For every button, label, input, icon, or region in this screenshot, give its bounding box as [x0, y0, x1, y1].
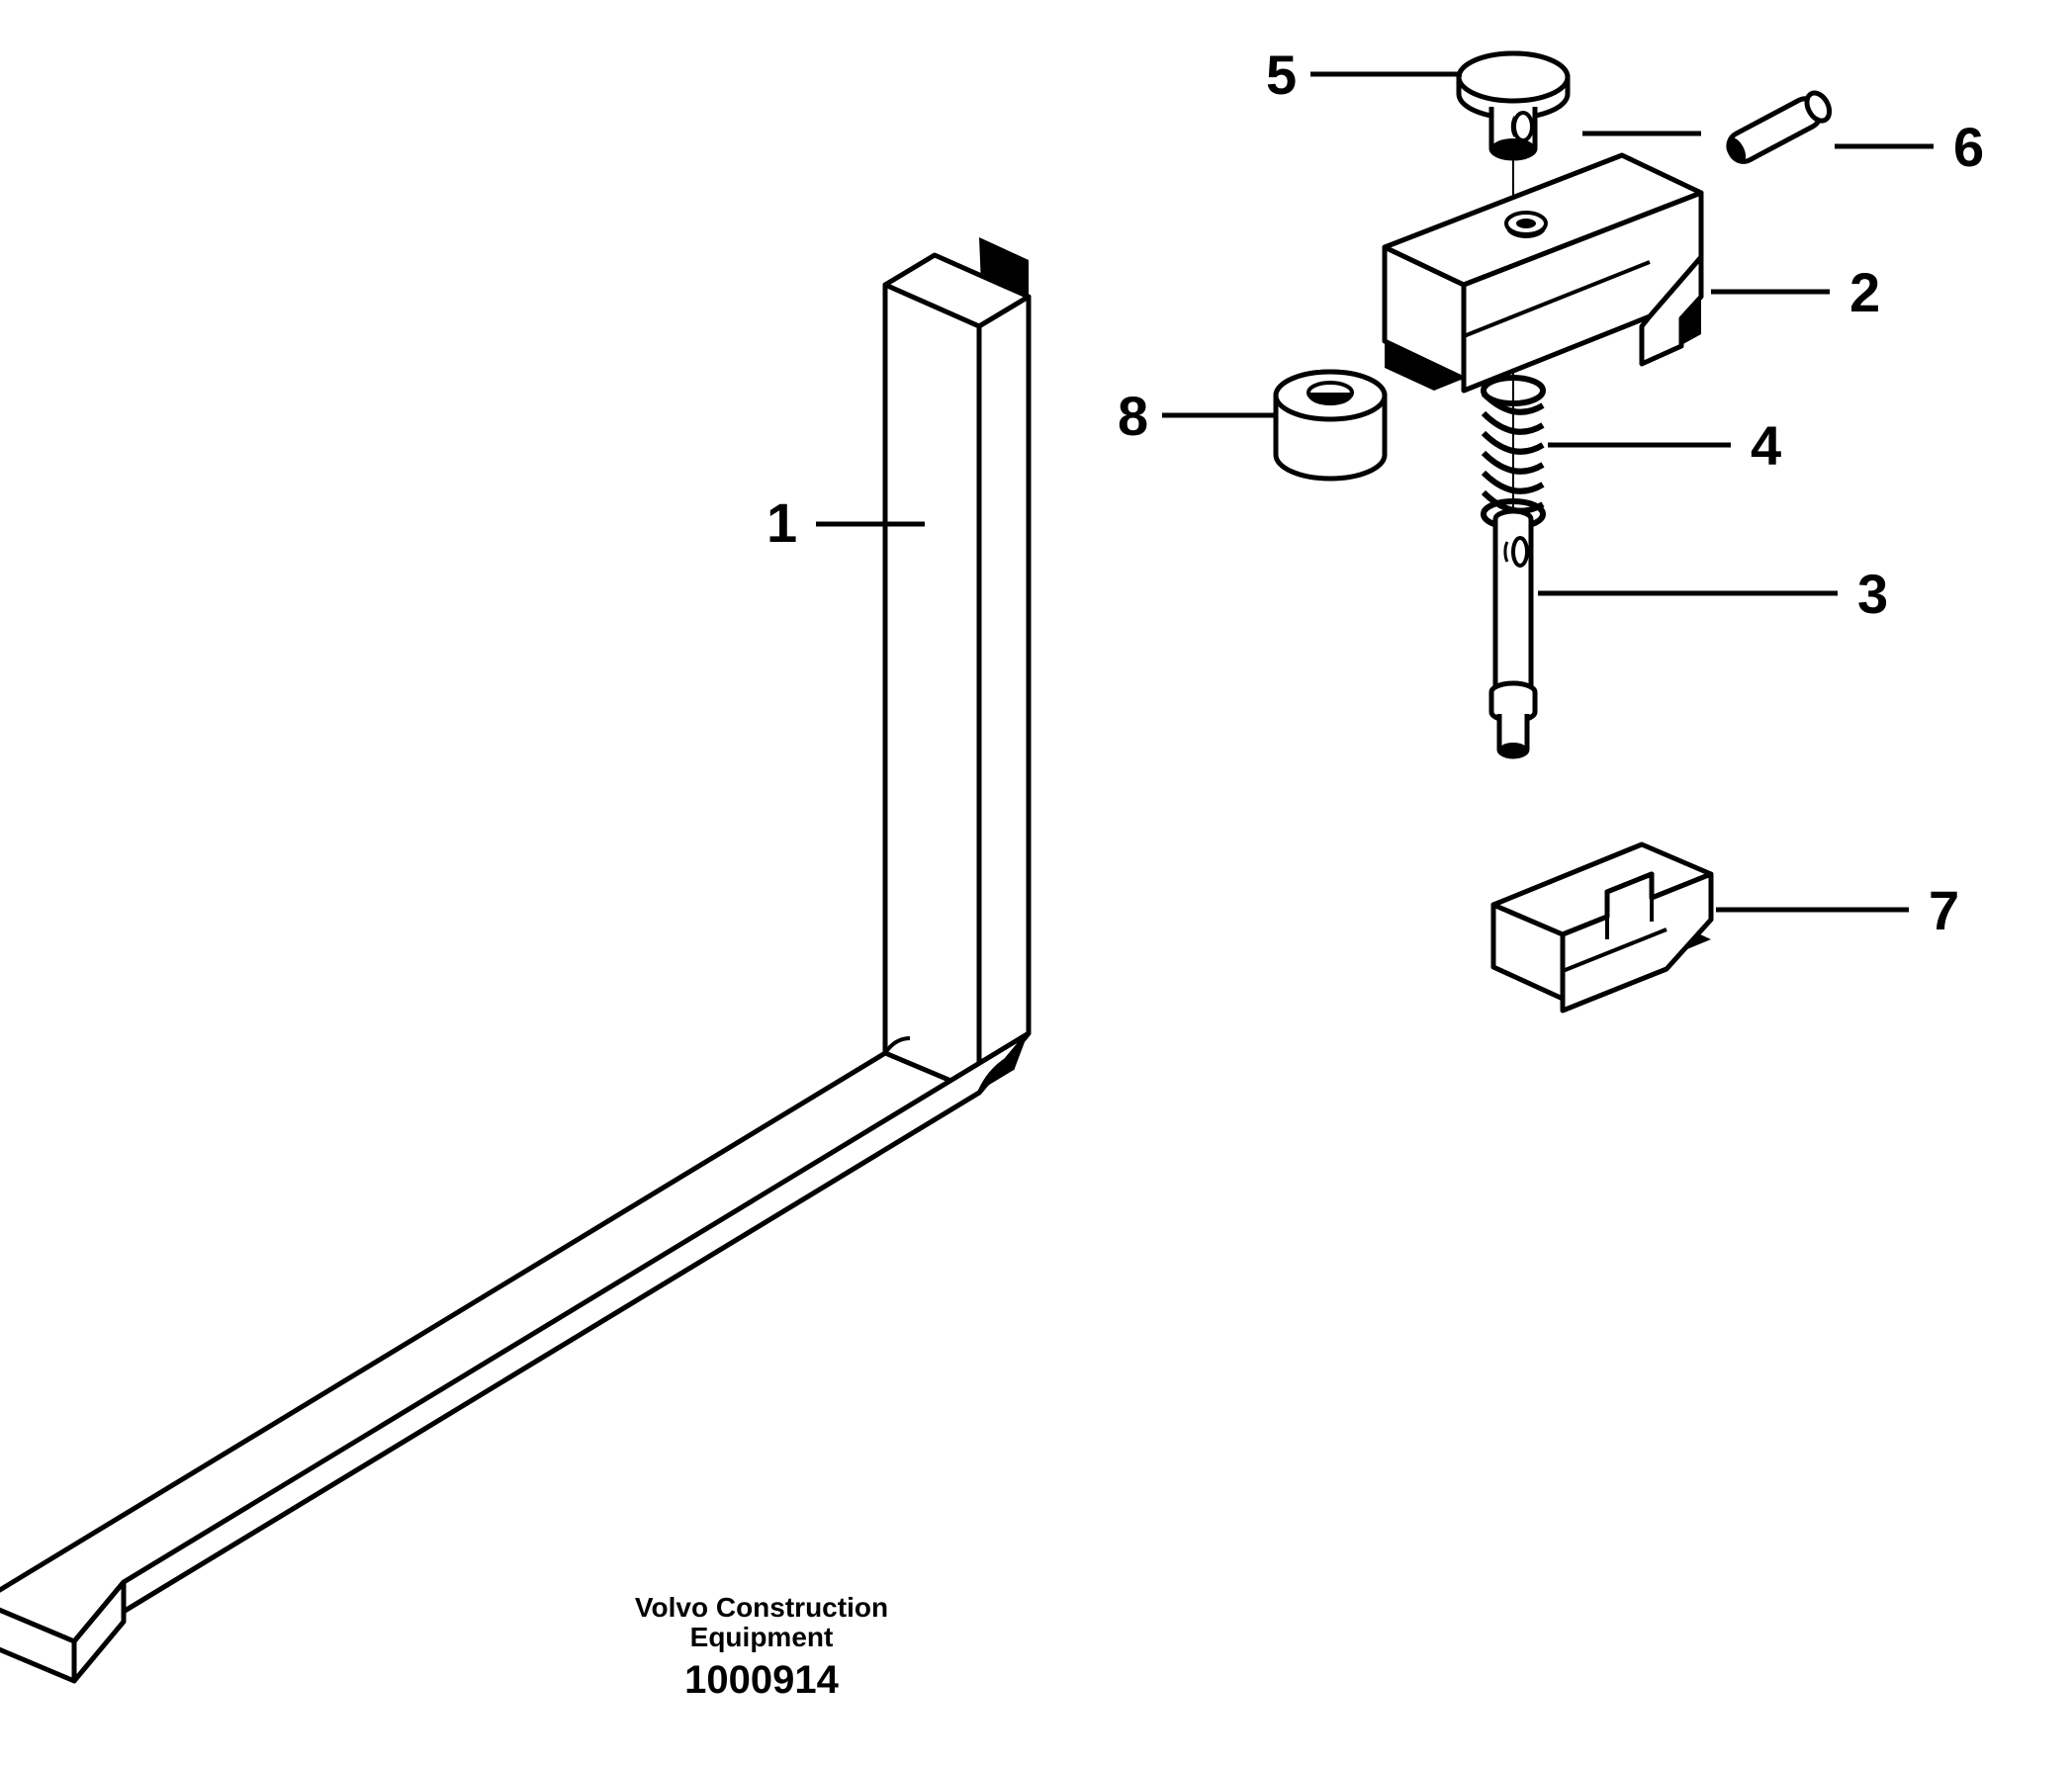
- label-5: 5: [1266, 44, 1297, 106]
- part-2-upper-block: [1385, 155, 1701, 391]
- footer-brand-line2: Equipment: [690, 1622, 834, 1652]
- part-6-pin: [1724, 89, 1834, 166]
- label-8: 8: [1118, 385, 1148, 447]
- footer-number: 1000914: [684, 1658, 839, 1702]
- label-2: 2: [1849, 261, 1880, 323]
- label-1: 1: [766, 491, 797, 554]
- label-7: 7: [1929, 879, 1959, 941]
- diagram-footer: Volvo Construction Equipment 1000914: [635, 1592, 888, 1702]
- part-7-lower-block: [1493, 844, 1711, 1011]
- label-3: 3: [1857, 563, 1888, 625]
- label-6: 6: [1953, 116, 1984, 178]
- part-5-knob: [1459, 53, 1568, 158]
- part-3-locking-pin: [1491, 511, 1535, 756]
- parts-diagram: 1 2 3 4 5 6 7 8 Volvo Construction Equip…: [0, 0, 2072, 1766]
- part-8-bushing: [1276, 372, 1385, 479]
- footer-brand-line1: Volvo Construction: [635, 1592, 888, 1623]
- part-1-fork: [0, 237, 1029, 1681]
- label-4: 4: [1751, 414, 1781, 477]
